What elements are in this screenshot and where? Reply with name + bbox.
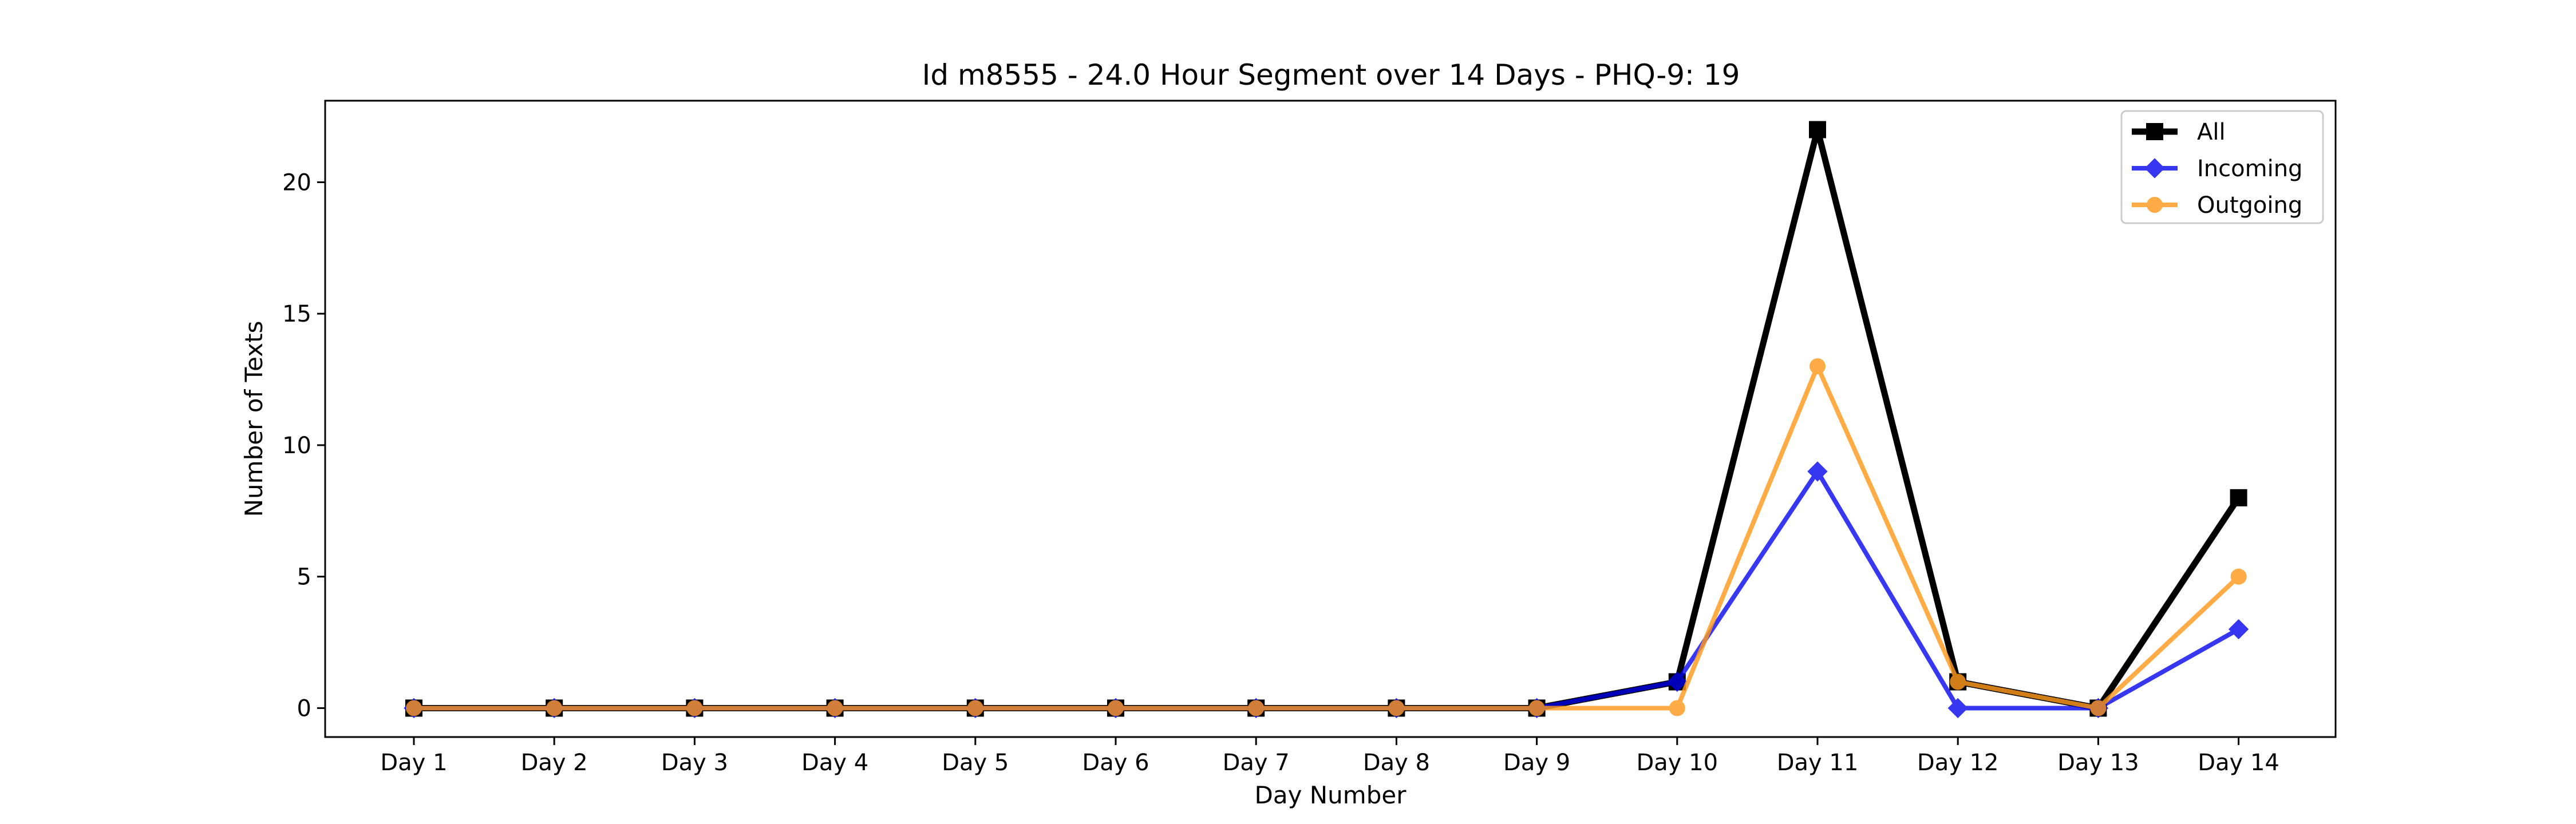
legend-label: All	[2197, 119, 2226, 145]
y-tick-label: 5	[297, 564, 311, 591]
x-tick-label: Day 5	[942, 750, 1009, 776]
x-tick-label: Day 1	[380, 750, 447, 776]
data-point-incoming	[2228, 619, 2249, 640]
y-tick-label: 0	[297, 695, 311, 722]
x-tick-label: Day 12	[1917, 750, 1999, 776]
y-axis-title: Number of Texts	[240, 321, 268, 517]
plot-area-frame	[324, 100, 2337, 738]
x-axis: Day 1 Day 2 Day 3 Day 4 Day 5 Day 6 Day 7 Day 8…	[380, 737, 2279, 776]
x-axis-title: Day Number	[1254, 781, 1406, 809]
legend-label: Outgoing	[2197, 192, 2302, 219]
y-axis: 0 5 10 15 20	[282, 169, 325, 722]
series-line-incoming	[414, 469, 2240, 711]
x-tick-label: Day 2	[521, 750, 588, 776]
series-outgoing	[406, 358, 2247, 716]
data-point-outgoing	[1809, 358, 1826, 375]
legend-item-incoming	[2132, 158, 2178, 179]
data-point-outgoing	[1528, 700, 1545, 716]
data-point-outgoing	[1388, 700, 1405, 716]
data-point-outgoing	[1108, 700, 1124, 716]
data-point-outgoing	[2090, 700, 2107, 716]
data-point-incoming	[1667, 671, 1688, 692]
data-point-outgoing	[1950, 674, 1966, 690]
series-line-all	[414, 126, 2242, 711]
x-tick-label: Day 11	[1777, 750, 1859, 776]
data-point-outgoing	[827, 700, 843, 716]
x-tick-label: Day 14	[2198, 750, 2279, 776]
x-tick-label: Day 6	[1082, 750, 1149, 776]
legend-item-outgoing	[2132, 197, 2178, 213]
data-point-outgoing	[406, 700, 422, 716]
legend-swatch-marker	[2147, 197, 2163, 213]
x-tick-label: Day 4	[801, 750, 868, 776]
legend-box	[2120, 110, 2324, 224]
data-point-all	[1809, 121, 1826, 138]
y-tick-label: 10	[282, 433, 311, 459]
legend-label: Incoming	[2197, 156, 2302, 182]
y-tick-label: 20	[282, 169, 311, 196]
series-all	[405, 121, 2247, 717]
x-tick-label: Day 8	[1363, 750, 1430, 776]
legend: All Incoming Outgoing	[2120, 110, 2324, 224]
chart-title: Id m8555 - 24.0 Hour Segment over 14 Day…	[922, 58, 1740, 92]
data-point-all	[2230, 489, 2247, 506]
y-tick-label: 15	[282, 301, 311, 327]
data-point-incoming	[1947, 698, 1968, 719]
data-point-outgoing	[1669, 700, 1685, 716]
legend-swatch-marker	[2146, 123, 2163, 140]
data-point-outgoing	[1248, 700, 1265, 716]
series-incoming	[404, 461, 2249, 719]
legend-swatch-marker	[2144, 158, 2165, 179]
legend-item-all	[2132, 123, 2178, 140]
series-layer	[404, 121, 2249, 719]
x-tick-label: Day 13	[2057, 750, 2139, 776]
data-point-outgoing	[546, 700, 563, 716]
data-point-outgoing	[686, 700, 703, 716]
data-point-incoming	[1807, 461, 1828, 482]
x-tick-label: Day 10	[1636, 750, 1718, 776]
series-line-outgoing	[414, 364, 2241, 711]
x-tick-label: Day 3	[661, 750, 728, 776]
x-tick-label: Day 9	[1503, 750, 1570, 776]
data-point-outgoing	[2230, 568, 2247, 585]
x-tick-label: Day 7	[1223, 750, 1290, 776]
data-point-outgoing	[967, 700, 983, 716]
